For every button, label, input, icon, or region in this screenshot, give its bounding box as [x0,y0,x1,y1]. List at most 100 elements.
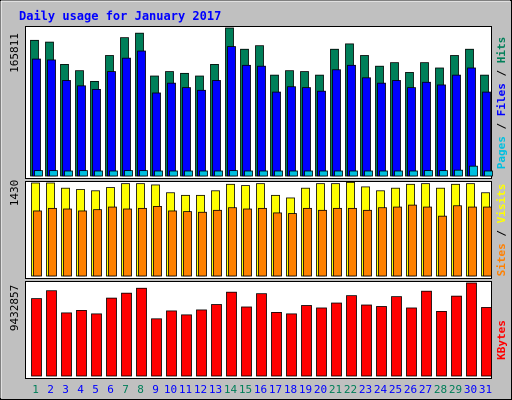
sites-bar-21 [333,207,342,277]
legend-kbytes: KBytes [495,320,508,360]
sites-bar-29 [453,205,462,277]
files-bar-8 [137,50,146,177]
pages-bar-2 [49,170,58,177]
x-label-day-14: 14 [224,383,238,396]
pages-bar-25 [394,170,403,177]
kbytes-bar-4 [76,310,87,377]
pages-bar-21 [334,170,343,177]
kbytes-bar-25 [391,296,402,377]
legend-sep3: / [495,223,508,243]
legend-pages: Pages [495,136,508,169]
x-label-day-1: 1 [32,383,39,396]
files-bar-1 [32,58,41,177]
files-bar-27 [422,81,431,177]
x-label-day-13: 13 [209,383,222,396]
sites-bar-16 [258,207,267,277]
legend-sites: Sites [495,243,508,276]
x-label-day-3: 3 [62,383,69,396]
kbytes-bar-6 [106,297,117,377]
kbytes-bar-28 [436,311,447,377]
sites-bar-24 [378,207,387,277]
x-label-day-27: 27 [419,383,432,396]
kbytes-bar-13 [211,304,222,377]
sites-bar-19 [303,207,312,277]
pages-bar-19 [304,170,313,177]
legend-panel2: Sites / Visits [495,184,508,277]
files-bar-28 [437,84,446,177]
panel1-ymax-label: 165811 [8,33,21,73]
sites-bar-26 [408,204,417,277]
sites-bar-10 [168,210,177,277]
pages-bar-15 [244,170,253,177]
kbytes-bar-14 [226,291,237,377]
sites-bar-13 [213,209,222,277]
kbytes-bar-18 [286,313,297,377]
files-bar-26 [407,87,416,177]
sites-bar-1 [33,210,42,277]
chart-title: Daily usage for January 2017 [19,9,221,23]
files-bar-4 [77,85,86,177]
x-label-day-6: 6 [107,383,114,396]
panel2-ymax-label: 1430 [8,180,21,207]
x-label-day-28: 28 [434,383,447,396]
panel3-ymax-label: 9432857 [8,285,21,331]
kbytes-bar-16 [256,293,267,377]
pages-bar-23 [364,170,373,177]
kbytes-bar-20 [316,307,327,377]
kbytes-bar-15 [241,306,252,377]
x-label-day-29: 29 [449,383,462,396]
files-bar-12 [197,89,206,177]
kbytes-bar-31 [481,307,492,377]
x-label-day-8: 8 [137,383,144,396]
files-bar-3 [62,80,71,177]
kbytes-bar-3 [61,312,72,377]
kbytes-bar-11 [181,314,192,377]
sites-bar-12 [198,211,207,277]
chart-bars [30,27,493,377]
pages-bar-22 [349,170,358,177]
sites-bar-7 [123,208,132,277]
pages-bar-17 [274,170,283,177]
kbytes-bar-8 [136,287,147,377]
sites-bar-25 [393,206,402,277]
sites-bar-23 [363,209,372,277]
kbytes-bar-26 [406,307,417,377]
kbytes-bar-19 [301,305,312,377]
pages-bar-16 [259,170,268,177]
kbytes-bar-21 [331,302,342,377]
x-label-day-25: 25 [389,383,402,396]
files-bar-5 [92,89,101,177]
pages-bar-5 [94,170,103,177]
x-label-day-20: 20 [314,383,327,396]
x-label-day-24: 24 [374,383,388,396]
kbytes-bar-23 [361,304,372,377]
files-bar-15 [242,64,251,177]
x-label-day-31: 31 [479,383,492,396]
x-label-day-10: 10 [164,383,177,396]
legend-files: Files [495,83,508,116]
kbytes-bar-9 [151,318,162,377]
files-bar-19 [302,87,311,177]
pages-bar-29 [454,169,463,177]
files-bar-6 [107,71,116,177]
sites-bar-31 [483,206,492,277]
x-axis-day-labels: 1 2 3 4 5 6 7 8 9 10 11 12 13 14 15 16 17 18 19 20 21 22 23 24 2… [32,383,492,396]
kbytes-bar-29 [451,295,462,377]
files-bar-2 [47,59,56,177]
x-label-day-2: 2 [47,383,54,396]
pages-bar-3 [64,170,73,177]
pages-bar-28 [439,170,448,177]
x-label-day-30: 30 [464,383,477,396]
files-bar-7 [122,57,131,177]
x-label-day-4: 4 [77,383,84,396]
legend-visits: Visits [495,184,508,224]
sites-bar-4 [78,210,87,277]
pages-bar-13 [214,170,223,177]
pages-bar-14 [229,170,238,177]
files-bar-17 [272,91,281,177]
files-bar-29 [452,74,461,177]
pages-bar-20 [319,170,328,177]
files-bar-23 [362,77,371,177]
x-label-day-23: 23 [359,383,372,396]
files-bar-14 [227,46,236,177]
